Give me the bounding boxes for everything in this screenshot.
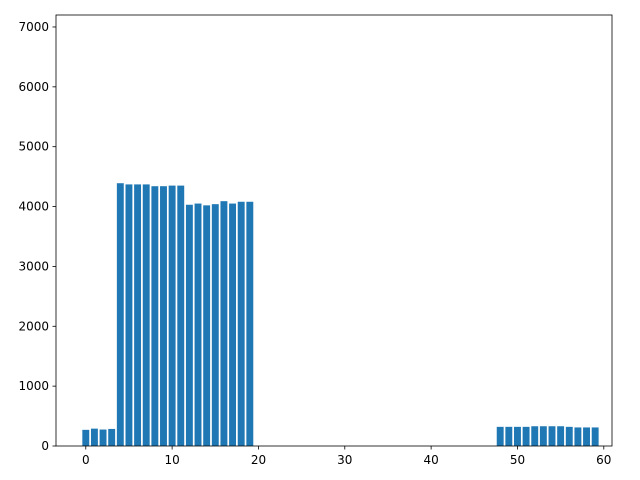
bar: [125, 184, 133, 446]
y-tick-label: 7000: [18, 20, 49, 34]
bar: [557, 426, 565, 446]
bar: [82, 429, 90, 446]
bar: [211, 204, 219, 446]
bar: [168, 185, 176, 446]
bar: [116, 183, 124, 446]
y-tick-label: 4000: [18, 200, 49, 214]
bar: [514, 426, 521, 446]
bar: [99, 429, 107, 446]
bar: [522, 426, 530, 446]
bar: [591, 427, 599, 446]
bar: [565, 426, 573, 446]
bar: [237, 201, 245, 446]
bar: [151, 186, 159, 447]
bar: [246, 201, 254, 446]
bar: [574, 427, 582, 446]
x-tick-label: 50: [510, 453, 525, 467]
y-tick-label: 2000: [18, 319, 49, 333]
bar: [229, 203, 237, 446]
bar: [177, 185, 185, 446]
bar: [90, 428, 98, 446]
x-tick-label: 20: [251, 453, 266, 467]
y-tick-label: 0: [41, 439, 49, 453]
x-tick-label: 60: [596, 453, 611, 467]
bar: [220, 201, 228, 446]
bar: [496, 426, 504, 446]
bar: [194, 203, 202, 446]
x-tick-label: 40: [423, 453, 438, 467]
bar: [531, 426, 539, 446]
x-tick-label: 30: [337, 453, 352, 467]
bar: [108, 428, 116, 446]
bar: [583, 427, 590, 446]
bar: [160, 186, 167, 447]
y-tick-label: 5000: [18, 140, 49, 154]
bar: [548, 426, 556, 446]
plot-frame: [55, 14, 613, 447]
y-tick-label: 6000: [18, 80, 49, 94]
bar: [539, 426, 547, 446]
y-tick-label: 1000: [18, 379, 49, 393]
bar: [142, 184, 150, 446]
y-tick-label: 3000: [18, 259, 49, 273]
bar: [203, 205, 211, 446]
bar: [134, 184, 142, 446]
x-tick-label: 0: [82, 453, 90, 467]
x-tick-label: 10: [164, 453, 179, 467]
bar: [185, 204, 193, 446]
bar: [505, 426, 513, 446]
